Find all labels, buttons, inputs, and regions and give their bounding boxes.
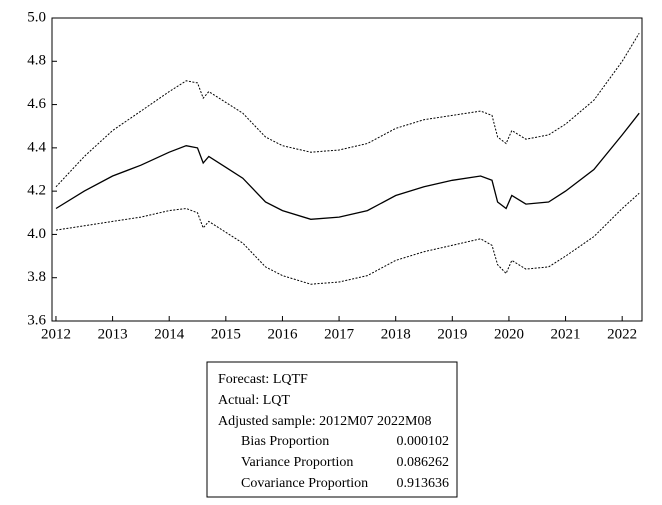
series-line [55, 192, 640, 285]
y-tick-label: 3.6 [27, 312, 46, 328]
y-tick-label: 4.0 [27, 226, 46, 242]
x-tick-label: 2012 [41, 326, 71, 342]
stats-value: 0.000102 [397, 434, 450, 449]
stats-label: Covariance Proportion [241, 476, 368, 491]
x-tick-label: 2013 [98, 326, 128, 342]
x-tick-label: 2018 [381, 326, 411, 342]
stats-frame [206, 361, 458, 498]
stats-box: Forecast: LQTF Actual: LQT Adjusted samp… [206, 361, 458, 498]
x-tick-label: 2019 [437, 326, 467, 342]
y-tick-label: 4.6 [27, 96, 46, 112]
y-tick-label: 3.8 [27, 269, 46, 285]
stats-label: Bias Proportion [241, 434, 329, 449]
stats-line: Adjusted sample: 2012M07 2022M08 [218, 414, 432, 429]
stats-value: 0.086262 [397, 455, 450, 470]
plot-frame [51, 17, 643, 322]
y-tick-label: 4.8 [27, 53, 46, 69]
x-tick-label: 2017 [324, 326, 355, 342]
series-line [55, 112, 640, 220]
x-tick-label: 2014 [154, 326, 185, 342]
series-line [55, 32, 640, 188]
x-tick-label: 2020 [494, 326, 524, 342]
x-tick-label: 2022 [607, 326, 637, 342]
x-tick-label: 2016 [267, 326, 298, 342]
stats-label: Variance Proportion [241, 455, 353, 470]
x-tick-label: 2021 [551, 326, 581, 342]
x-tick-label: 2015 [211, 326, 241, 342]
stats-line: Actual: LQT [218, 393, 290, 408]
y-tick-label: 4.4 [27, 139, 46, 155]
stats-value: 0.913636 [397, 476, 450, 491]
stats-line: Forecast: LQTF [218, 372, 308, 387]
y-tick-label: 4.2 [27, 183, 46, 199]
y-tick-label: 5.0 [27, 9, 46, 25]
